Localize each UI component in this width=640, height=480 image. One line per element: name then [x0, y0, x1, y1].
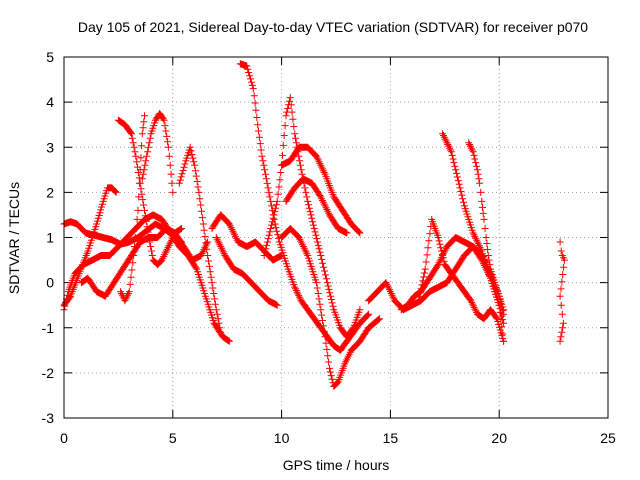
plus-markers [365, 243, 508, 318]
y-tick-labels: -3 -2 -1 0 1 2 3 4 5 [42, 49, 55, 426]
plus-markers [556, 238, 568, 345]
plus-markers [439, 130, 508, 327]
series-arc-o [282, 175, 351, 237]
plus-markers [282, 175, 351, 237]
series-arc-g [138, 109, 177, 196]
chart-title: Day 105 of 2021, Sidereal Day-to-day VTE… [78, 19, 588, 35]
plus-markers [117, 112, 148, 305]
x-axis-label: GPS time / hours [283, 457, 390, 473]
x-tick-label: 25 [600, 430, 616, 446]
y-tick-label: 3 [46, 139, 54, 155]
plus-markers [175, 143, 225, 336]
x-tick-label: 5 [169, 430, 177, 446]
x-tick-label: 0 [60, 430, 68, 446]
x-tick-labels: 0 5 10 15 20 25 [60, 430, 616, 446]
series-arc-r [415, 215, 508, 345]
series-arc-n [278, 225, 383, 390]
y-tick-label: 2 [46, 184, 54, 200]
series-arc-f [117, 112, 148, 305]
plus-markers [138, 109, 177, 196]
data-points [60, 60, 568, 390]
plus-markers [236, 60, 373, 354]
x-tick-label: 10 [274, 430, 290, 446]
y-tick-label: 5 [46, 49, 54, 65]
y-tick-label: -1 [42, 320, 55, 336]
plus-markers [415, 215, 508, 345]
series-arc-e [114, 116, 185, 269]
x-tick-label: 15 [383, 430, 399, 446]
plot-frame [63, 56, 609, 419]
series-arc-i [208, 211, 286, 264]
plus-markers [465, 139, 508, 314]
y-tick-label: -2 [42, 365, 55, 381]
series-arc-m [278, 143, 364, 237]
series-arc-k [212, 234, 281, 309]
x-tick-label: 20 [491, 430, 507, 446]
grid-lines [64, 57, 608, 418]
y-tick-label: 4 [46, 94, 54, 110]
plus-markers [260, 94, 364, 341]
series-arc-l [260, 94, 364, 341]
y-tick-label: 1 [46, 230, 54, 246]
plus-markers [212, 234, 281, 309]
plus-markers [278, 225, 383, 390]
y-axis-label: SDTVAR / TECUs [6, 182, 22, 294]
series-arc-u [556, 238, 568, 345]
series-arc-j [236, 60, 373, 354]
series-arc-t [465, 139, 508, 314]
plus-markers [208, 211, 286, 264]
plus-markers [278, 143, 364, 237]
series-arc-h [175, 143, 225, 336]
y-tick-label: 0 [46, 275, 54, 291]
plus-markers [114, 116, 185, 269]
y-tick-label: -3 [42, 410, 55, 426]
series-arc-p [365, 243, 508, 318]
series-arc-s [439, 130, 508, 327]
